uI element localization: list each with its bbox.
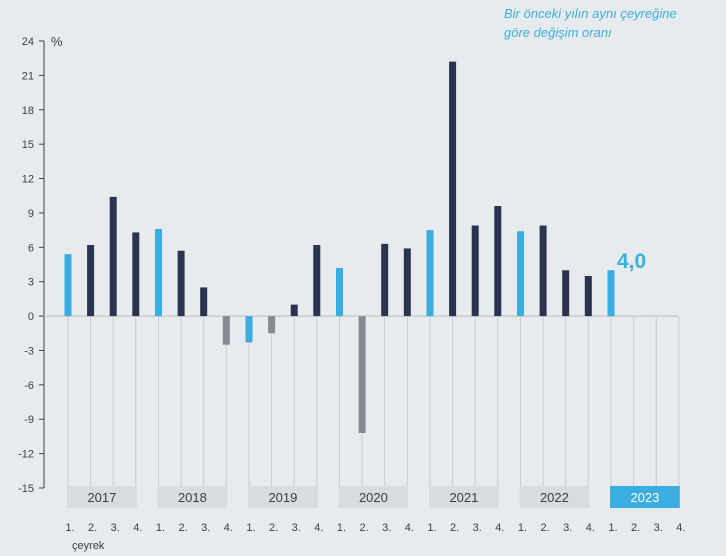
y-tick-label: -9 bbox=[24, 414, 34, 426]
bar bbox=[358, 316, 366, 433]
quarter-label: 1. bbox=[518, 522, 527, 534]
bar bbox=[494, 206, 502, 317]
bar bbox=[449, 61, 457, 317]
quarter-label: 2. bbox=[450, 522, 459, 534]
quarter-label: 4. bbox=[224, 522, 233, 534]
bar bbox=[607, 270, 615, 317]
quarter-label: 4. bbox=[133, 522, 142, 534]
y-tick-label: 21 bbox=[22, 70, 34, 82]
quarter-label: 1. bbox=[156, 522, 165, 534]
year-label: 2022 bbox=[540, 490, 569, 505]
chart-note-line-1: Bir önceki yılın aynı çeyreğine bbox=[504, 6, 677, 21]
quarter-label: 1. bbox=[427, 522, 436, 534]
bar bbox=[426, 230, 434, 317]
y-tick-label: 0 bbox=[28, 311, 34, 323]
bar bbox=[290, 304, 298, 317]
year-label: 2021 bbox=[449, 490, 478, 505]
year-label: 2018 bbox=[178, 490, 207, 505]
bar bbox=[87, 245, 95, 317]
quarter-label: 2. bbox=[88, 522, 97, 534]
bar bbox=[222, 316, 230, 345]
year-label: 2023 bbox=[630, 490, 659, 505]
y-unit-label: % bbox=[51, 34, 63, 49]
quarter-label: 3. bbox=[473, 522, 482, 534]
bar bbox=[562, 270, 570, 317]
bar bbox=[109, 196, 117, 317]
bar bbox=[471, 225, 479, 317]
bar bbox=[403, 248, 411, 317]
highlight-value-label: 4,0 bbox=[617, 250, 646, 273]
bar bbox=[584, 275, 592, 317]
quarter-label: 2. bbox=[631, 522, 640, 534]
bar bbox=[132, 232, 140, 317]
bar bbox=[177, 250, 185, 317]
bar bbox=[313, 245, 321, 317]
quarter-label: 4. bbox=[314, 522, 323, 534]
y-tick-label: 24 bbox=[22, 36, 34, 48]
year-box bbox=[67, 486, 137, 508]
year-box bbox=[429, 486, 499, 508]
quarter-label: 1. bbox=[246, 522, 255, 534]
y-tick-label: 9 bbox=[28, 208, 34, 220]
quarter-label: 1. bbox=[65, 522, 74, 534]
quarter-label: 1. bbox=[337, 522, 346, 534]
year-label: 2017 bbox=[87, 490, 116, 505]
y-tick-label: 18 bbox=[22, 105, 34, 117]
y-tick-label: 12 bbox=[22, 174, 34, 186]
quarter-label: 4. bbox=[586, 522, 595, 534]
chart-note: Bir önceki yılın aynı çeyreğine göre değ… bbox=[504, 4, 714, 42]
bar bbox=[245, 316, 253, 343]
y-tick-label: 6 bbox=[28, 242, 34, 254]
year-label: 2019 bbox=[268, 490, 297, 505]
year-label: 2020 bbox=[359, 490, 388, 505]
y-tick-label: 3 bbox=[28, 277, 34, 289]
y-tick-label: 15 bbox=[22, 139, 34, 151]
bar bbox=[268, 316, 276, 334]
bar bbox=[200, 287, 208, 317]
year-box bbox=[338, 486, 409, 508]
quarter-label: 4. bbox=[676, 522, 685, 534]
y-tick-label: -6 bbox=[24, 380, 34, 392]
bar bbox=[64, 254, 72, 317]
quarter-label: 4. bbox=[495, 522, 504, 534]
y-tick-label: -3 bbox=[24, 345, 34, 357]
bar bbox=[517, 231, 524, 317]
y-tick-label: -15 bbox=[18, 483, 34, 495]
quarter-label: 3. bbox=[111, 522, 120, 534]
quarter-label: 2. bbox=[179, 522, 188, 534]
bar bbox=[336, 267, 343, 317]
chart-note-line-2: göre değişim oranı bbox=[504, 25, 612, 40]
bar bbox=[539, 225, 547, 317]
quarter-label: 2. bbox=[269, 522, 278, 534]
quarter-label: 3. bbox=[654, 522, 663, 534]
year-box bbox=[157, 486, 228, 508]
quarter-label: 3. bbox=[201, 522, 210, 534]
quarter-label: 3. bbox=[563, 522, 572, 534]
quarter-label: 2. bbox=[360, 522, 369, 534]
quarter-label: 1. bbox=[608, 522, 617, 534]
year-box bbox=[610, 486, 680, 508]
year-box bbox=[519, 486, 590, 508]
quarter-label: 4. bbox=[405, 522, 414, 534]
bar bbox=[381, 243, 389, 317]
quarter-label: 3. bbox=[382, 522, 391, 534]
quarter-caption: çeyrek bbox=[72, 540, 105, 552]
bar bbox=[155, 228, 162, 317]
quarter-label: 2. bbox=[541, 522, 550, 534]
year-box bbox=[248, 486, 318, 508]
quarter-label: 3. bbox=[292, 522, 301, 534]
y-tick-label: -12 bbox=[18, 449, 34, 461]
